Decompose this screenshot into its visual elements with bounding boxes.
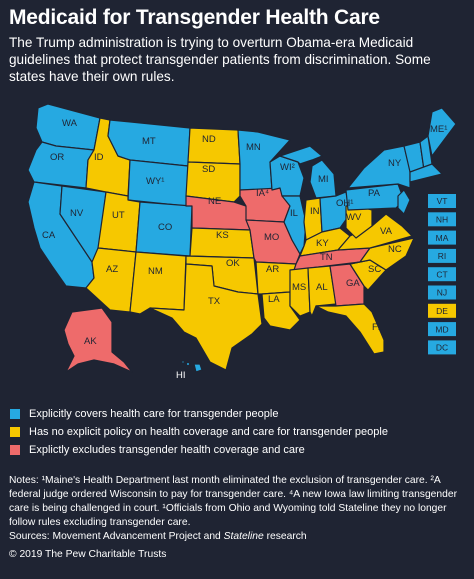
state-NM: [129, 251, 187, 315]
ne-box-NJ: [428, 285, 456, 300]
state-MA-main: [409, 163, 443, 183]
label-AK: AK: [84, 336, 97, 347]
ne-box-DE: [428, 303, 456, 318]
legend-item-excludes: Explictly excludes transgender health co…: [10, 441, 388, 459]
sources-italic: Stateline: [223, 531, 264, 542]
ne-box-label-CT: CT: [436, 269, 447, 279]
label-SC: SC: [368, 264, 381, 275]
ne-box-label-MD: MD: [435, 324, 448, 334]
label-HI: HI: [176, 370, 186, 381]
label-TN: TN: [320, 252, 333, 263]
label-NC: NC: [388, 244, 402, 255]
label-NM: NM: [148, 266, 163, 277]
us-map: WA OR CA NV ID MT WY¹ UT CO AZ NM ND SD …: [27, 103, 457, 381]
legend-item-no-policy: Has no explicit policy on health coverag…: [10, 423, 388, 441]
sources: Sources: Movement Advancement Project an…: [9, 531, 307, 542]
label-MO: MO: [264, 232, 279, 243]
state-ME: [427, 107, 457, 157]
label-MT: MT: [142, 136, 156, 147]
ne-box-MA: [428, 230, 456, 245]
ne-box-label-NJ: NJ: [437, 288, 447, 298]
sources-suffix: research: [263, 531, 307, 542]
label-TX: TX: [208, 296, 221, 307]
label-OH: OH¹: [336, 198, 353, 209]
ne-box-label-DC: DC: [436, 343, 448, 353]
notes: Notes: ¹Maine's Health Department last m…: [9, 475, 457, 528]
label-NY: NY: [388, 158, 402, 169]
label-KY: KY: [316, 238, 329, 249]
ne-box-NH: [428, 212, 456, 227]
legend-swatch-covers: [10, 409, 20, 419]
state-AZ: [85, 247, 137, 313]
state-HI-small: [185, 361, 191, 367]
state-AK: [63, 307, 133, 373]
label-NV: NV: [70, 208, 84, 219]
label-LA: LA: [268, 294, 280, 305]
label-AR: AR: [266, 264, 279, 275]
state-UT: [97, 191, 141, 253]
legend-label-no-policy: Has no explicit policy on health coverag…: [29, 426, 388, 438]
label-IA: IA⁴: [256, 188, 269, 199]
label-SD: SD: [202, 164, 215, 175]
label-KS: KS: [216, 230, 229, 241]
label-WV: WV: [346, 212, 362, 223]
label-MS: MS: [292, 282, 306, 293]
label-CO: CO: [158, 222, 172, 233]
label-UT: UT: [112, 210, 125, 221]
label-MN: MN: [246, 142, 261, 153]
label-IN: IN: [310, 206, 320, 217]
state-MI: [279, 145, 323, 165]
state-HI-small-2: [181, 360, 185, 364]
state-HI: [193, 363, 203, 373]
state-VA: [337, 213, 413, 251]
label-AL: AL: [316, 282, 328, 293]
label-ME: ME¹: [430, 124, 447, 135]
state-SD: [185, 161, 241, 203]
ne-box-CT: [428, 267, 456, 282]
ne-box-DC: [428, 340, 456, 355]
label-NE: NE: [208, 196, 221, 207]
ne-box-label-RI: RI: [438, 251, 447, 261]
sources-prefix: Sources: Movement Advancement Project an…: [9, 531, 224, 542]
label-CA: CA: [42, 230, 56, 241]
label-WA: WA: [62, 118, 78, 129]
state-OR: [27, 141, 95, 189]
state-FL: [315, 303, 385, 355]
legend-label-covers: Explicitly covers health care for transg…: [29, 408, 279, 420]
ne-box-label-NH: NH: [436, 215, 448, 225]
label-WI: WI²: [280, 162, 295, 173]
state-TX: [149, 263, 263, 371]
legend-label-excludes: Explictly excludes transgender health co…: [29, 444, 305, 456]
label-IL: IL: [290, 208, 298, 219]
legend-swatch-excludes: [10, 445, 20, 455]
label-OR: OR: [50, 152, 64, 163]
label-WY: WY¹: [146, 176, 164, 187]
ne-box-MD: [428, 322, 456, 337]
label-VA: VA: [380, 226, 393, 237]
copyright: © 2019 The Pew Charitable Trusts: [9, 549, 167, 560]
label-PA: PA: [368, 188, 381, 199]
ne-box-VT: [428, 194, 456, 208]
ne-box-label-MA: MA: [436, 233, 449, 243]
label-OK: OK: [226, 258, 240, 269]
state-NJ-main: [397, 189, 411, 215]
legend-item-covers: Explicitly covers health care for transg…: [10, 405, 388, 423]
ne-box-RI: [428, 248, 456, 263]
label-ID: ID: [94, 152, 104, 163]
map-subtitle: The Trump administration is trying to ov…: [9, 35, 431, 84]
legend: Explicitly covers health care for transg…: [10, 405, 388, 459]
label-AZ: AZ: [106, 264, 118, 275]
label-MI: MI: [318, 174, 329, 185]
label-FL: FL: [372, 322, 383, 333]
label-GA: GA: [346, 278, 360, 289]
state-GA: [329, 263, 365, 307]
label-ND: ND: [202, 134, 216, 145]
ne-box-label-VT: VT: [437, 196, 448, 206]
state-IL: [281, 195, 307, 255]
legend-swatch-no-policy: [10, 427, 20, 437]
ne-box-label-DE: DE: [436, 306, 448, 316]
map-title: Medicaid for Transgender Health Care: [9, 6, 380, 29]
